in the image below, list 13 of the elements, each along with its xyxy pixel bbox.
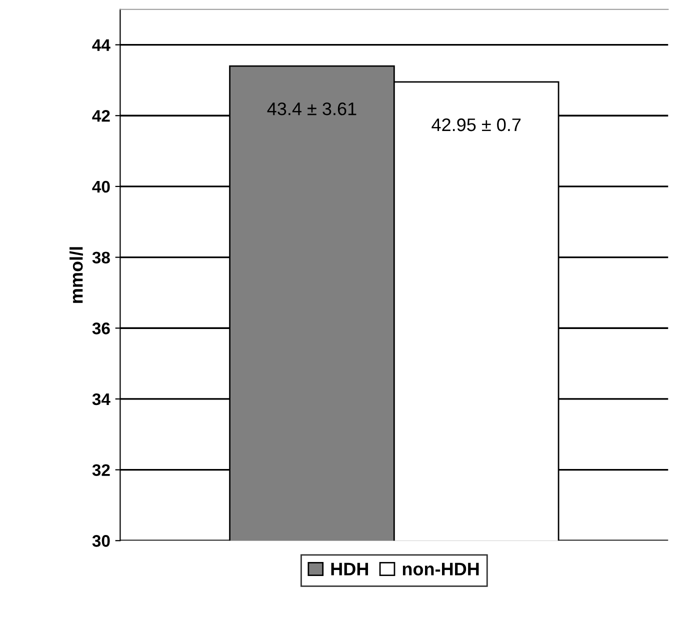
legend-label: non-HDH: [402, 562, 479, 576]
y-tick-label: 42: [92, 110, 110, 122]
legend-label: HDH: [331, 562, 368, 576]
y-tick-label: 40: [92, 180, 110, 193]
y-tick-label: 44: [92, 39, 110, 51]
y-tick-label: 38: [92, 252, 110, 264]
y-tick-label: 34: [92, 393, 110, 406]
y-tick-label: 32: [92, 464, 110, 476]
data-label: 42.95 ± 0.7: [432, 118, 521, 132]
y-axis-title: mmol/l: [70, 247, 83, 303]
data-label: 43.4 ± 3.61: [267, 102, 356, 116]
y-tick-label: 36: [92, 322, 110, 334]
y-tick-label: 30: [92, 535, 110, 547]
